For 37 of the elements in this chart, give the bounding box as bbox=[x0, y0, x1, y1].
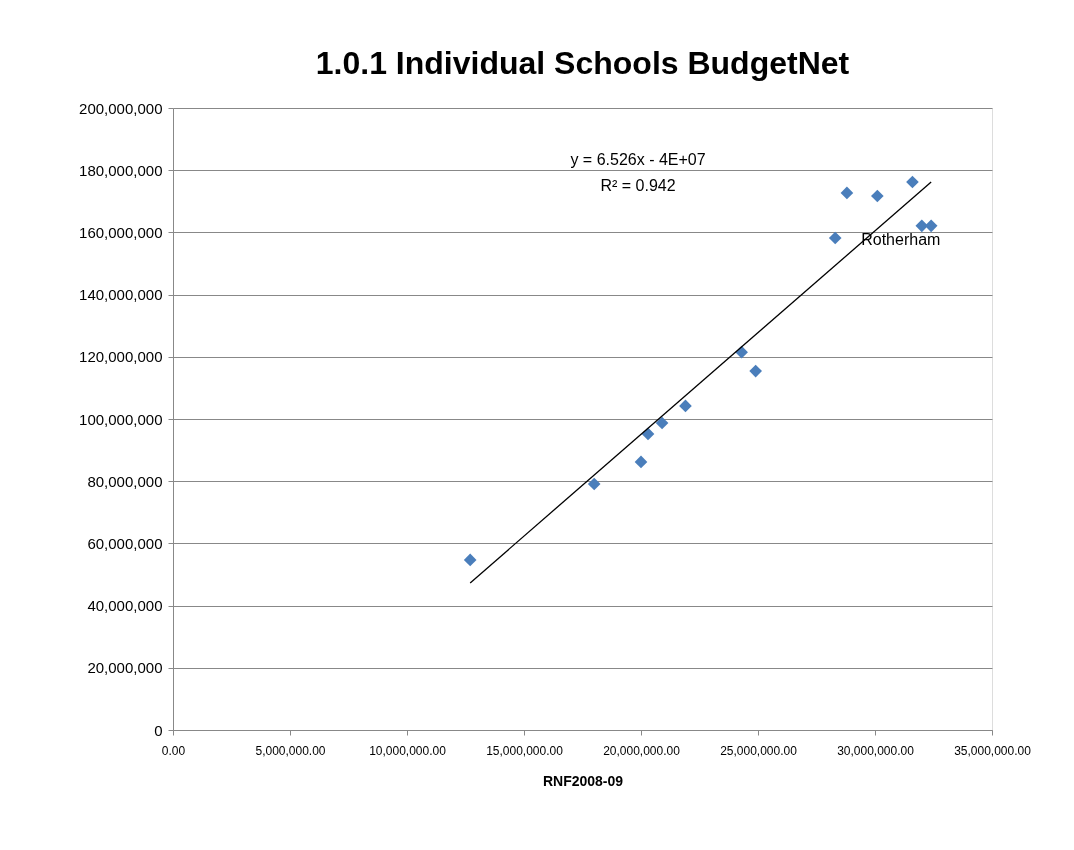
x-tick-label: 15,000,000.00 bbox=[486, 743, 564, 758]
point bbox=[871, 189, 884, 203]
point bbox=[587, 477, 601, 491]
point bbox=[641, 427, 655, 441]
x-tick-label: 25,000,000.00 bbox=[720, 743, 798, 758]
x-tick-label: 5,000,000.00 bbox=[255, 743, 326, 758]
y-tick-label: 20,000,000 bbox=[87, 659, 163, 677]
y-tick-label: 160,000,000 bbox=[79, 223, 163, 241]
y-tick-label: 40,000,000 bbox=[87, 597, 163, 615]
chart-title: 1.0.1 Individual Schools BudgetNet bbox=[315, 45, 850, 81]
y-tick-label: 180,000,000 bbox=[79, 161, 163, 179]
annotation: Rotherham bbox=[861, 231, 941, 248]
x-tick-label: 0.00 bbox=[161, 743, 186, 758]
point bbox=[915, 219, 929, 233]
point bbox=[463, 553, 477, 567]
x-tick-label: 35,000,000.00 bbox=[954, 743, 1032, 758]
point bbox=[749, 364, 762, 378]
point bbox=[634, 455, 648, 469]
y-tick-label: 0 bbox=[154, 721, 163, 739]
y-tick-label: 100,000,000 bbox=[79, 410, 163, 428]
annotation: R² = 0.942 bbox=[600, 177, 676, 194]
annotation: y = 6.526x - 4E+07 bbox=[570, 151, 706, 168]
point bbox=[655, 416, 669, 430]
y-tick-label: 140,000,000 bbox=[79, 286, 163, 304]
point bbox=[840, 186, 854, 200]
x-tick-label: 10,000,000.00 bbox=[369, 743, 447, 758]
x-tick-label: 20,000,000.00 bbox=[603, 743, 681, 758]
y-tick-label: 60,000,000 bbox=[87, 534, 163, 552]
point bbox=[906, 175, 919, 189]
x-axis-title: RNF2008-09 bbox=[542, 772, 624, 789]
point bbox=[828, 231, 842, 245]
y-tick-label: 120,000,000 bbox=[79, 348, 163, 366]
y-tick-label: 200,000,000 bbox=[79, 99, 163, 117]
x-tick-label: 30,000,000.00 bbox=[837, 743, 915, 758]
point bbox=[679, 399, 692, 413]
y-tick-label: 80,000,000 bbox=[87, 472, 163, 490]
point bbox=[924, 219, 938, 233]
